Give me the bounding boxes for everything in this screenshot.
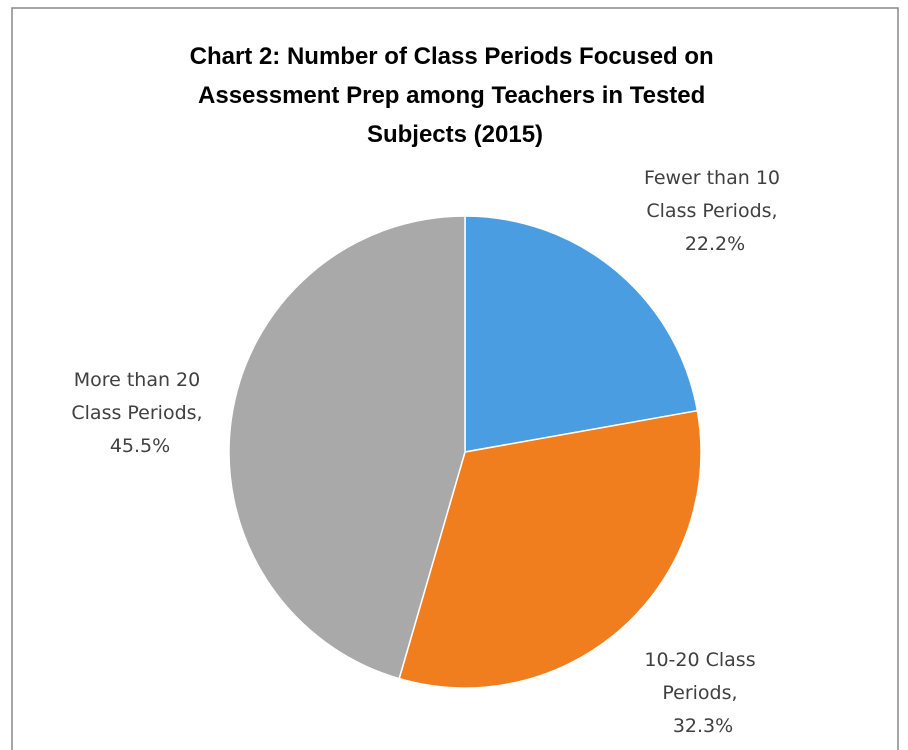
pie-slice — [398, 409, 702, 689]
data-label: More than 20 Class Periods, 45.5% — [71, 369, 208, 457]
data-label: 10-20 Class Periods, 32.3% — [644, 649, 761, 737]
chart-title: Chart 2: Number of Class Periods Focused… — [190, 43, 721, 148]
pie-slice — [464, 215, 699, 453]
pie-slice — [228, 215, 466, 680]
data-label: Fewer than 10 Class Periods, 22.2% — [644, 167, 786, 255]
